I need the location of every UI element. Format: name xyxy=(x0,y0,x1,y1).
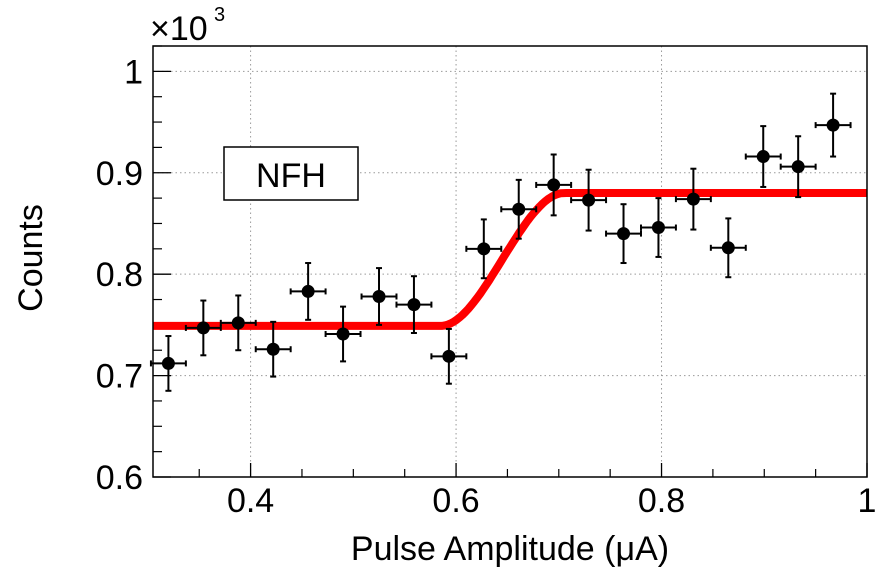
legend-label: NFH xyxy=(256,157,326,195)
plot-frame xyxy=(152,45,868,478)
fit-curve-group xyxy=(152,189,868,330)
data-point xyxy=(184,299,222,357)
x-axis-label: Pulse Amplitude (μA) xyxy=(351,530,669,568)
data-point xyxy=(500,178,538,240)
data-marker xyxy=(231,316,245,330)
data-marker xyxy=(301,284,315,298)
data-point xyxy=(709,217,747,279)
data-point xyxy=(465,218,503,280)
legend: NFH xyxy=(223,146,359,201)
data-marker xyxy=(161,356,175,370)
exponent-label: ×10 3 xyxy=(150,4,225,48)
data-point xyxy=(324,305,362,363)
exponent-power: 3 xyxy=(214,4,225,26)
x-tick-label: 0.4 xyxy=(227,482,274,520)
data-point xyxy=(289,262,327,321)
exponent-base: ×10 xyxy=(150,10,208,48)
x-tick-label: 1 xyxy=(858,482,877,520)
data-marker xyxy=(721,241,735,255)
data-point xyxy=(395,275,433,334)
data-marker xyxy=(791,160,805,174)
data-marker xyxy=(266,342,280,356)
data-point xyxy=(360,267,398,326)
y-tick-label: 0.8 xyxy=(96,256,143,294)
x-tick-label: 0.6 xyxy=(432,482,479,520)
data-point xyxy=(744,125,782,188)
data-point xyxy=(430,327,468,385)
data-point xyxy=(149,335,187,392)
y-tick-label: 0.7 xyxy=(96,358,143,396)
data-points xyxy=(149,92,852,392)
fit-curve xyxy=(152,189,868,330)
y-axis-label: Counts xyxy=(12,204,50,312)
data-marker xyxy=(442,349,456,363)
data-marker xyxy=(336,327,350,341)
y-tick-label: 1 xyxy=(124,53,143,91)
data-marker xyxy=(826,118,840,132)
grid xyxy=(153,46,867,477)
data-point xyxy=(814,92,852,158)
data-marker xyxy=(407,298,421,312)
data-point xyxy=(779,135,817,199)
x-tick-label: 0.8 xyxy=(638,482,685,520)
data-marker xyxy=(617,227,631,241)
data-point xyxy=(605,203,642,265)
data-point xyxy=(254,320,292,378)
data-marker xyxy=(196,321,210,335)
data-marker xyxy=(372,289,386,303)
data-marker xyxy=(512,202,526,216)
data-marker xyxy=(582,193,596,207)
data-point xyxy=(535,153,573,217)
data-marker xyxy=(686,192,700,206)
data-point xyxy=(639,197,677,258)
data-marker xyxy=(651,221,665,235)
tick-labels: 0.4 0.6 0.8 1 0.6 0.7 0.8 0.9 1 xyxy=(96,53,877,520)
y-tick-label: 0.9 xyxy=(96,155,143,193)
data-point xyxy=(219,294,257,352)
data-point xyxy=(570,168,608,232)
data-marker xyxy=(756,150,770,164)
data-marker xyxy=(547,178,561,192)
legend-box xyxy=(223,146,359,201)
data-marker xyxy=(477,242,491,256)
data-point xyxy=(674,167,712,231)
y-tick-label: 0.6 xyxy=(96,459,143,497)
